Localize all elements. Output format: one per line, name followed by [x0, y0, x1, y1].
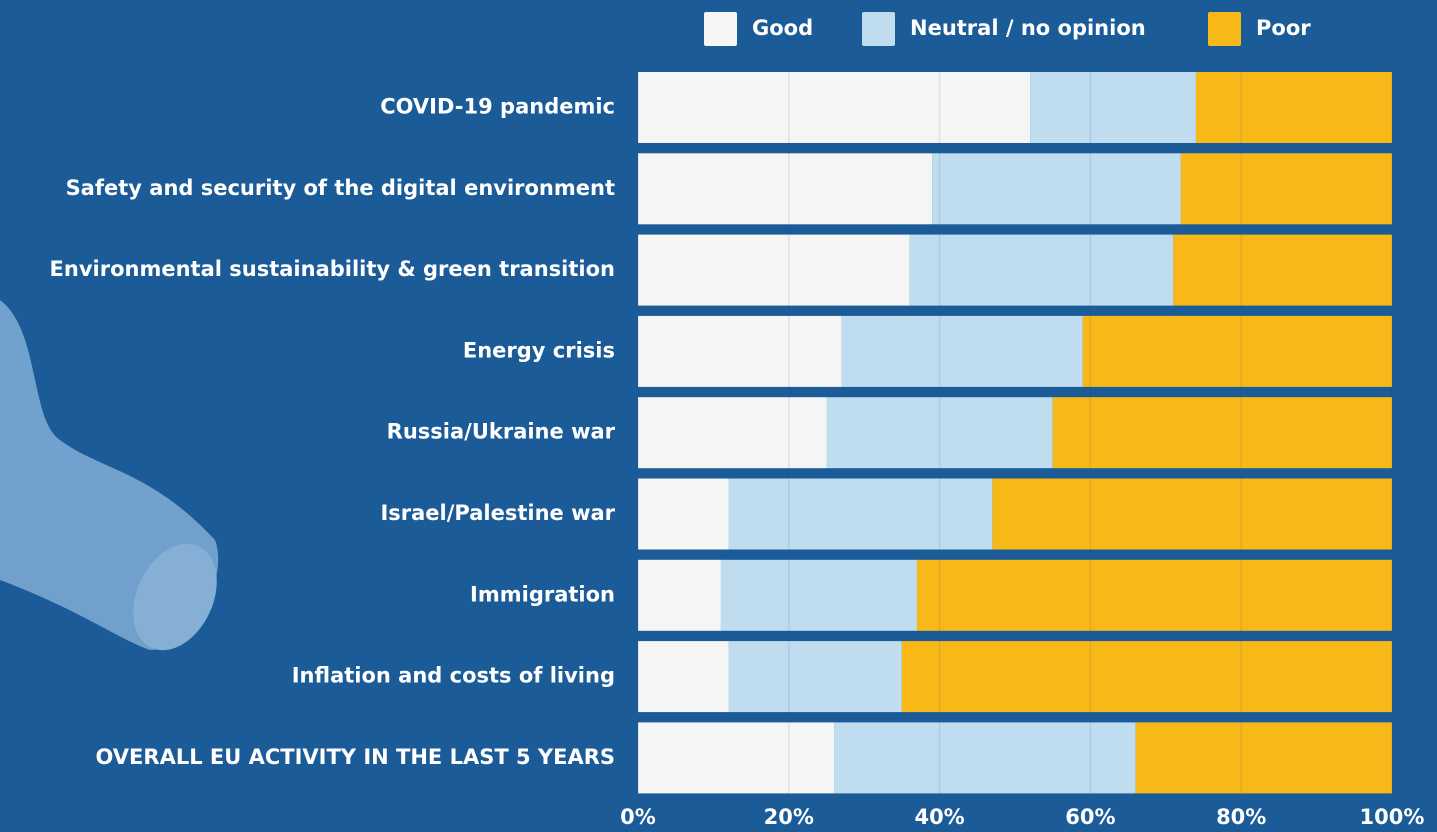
legend-label: Poor — [1256, 16, 1311, 40]
y-tick-label: Environmental sustainability & green tra… — [50, 257, 615, 281]
bar-segment — [728, 641, 902, 713]
bar-segment — [826, 397, 1053, 469]
bar-segment — [638, 559, 721, 631]
bar-segment — [841, 315, 1083, 387]
legend-label: Neutral / no opinion — [910, 16, 1146, 40]
bar-segment — [638, 478, 729, 550]
x-tick-label: 80% — [1216, 805, 1266, 829]
y-tick-label: COVID-19 pandemic — [380, 95, 615, 119]
bar-segment — [1052, 397, 1392, 469]
y-tick-label: OVERALL EU ACTIVITY IN THE LAST 5 YEARS — [96, 745, 615, 769]
bar-segment — [638, 234, 910, 306]
y-tick-label: Israel/Palestine war — [380, 501, 615, 525]
bar-segment — [728, 478, 993, 550]
bar-segment — [1173, 234, 1392, 306]
legend-swatch — [1208, 12, 1241, 46]
y-tick-label: Safety and security of the digital envir… — [66, 176, 615, 200]
x-tick-label: 0% — [620, 805, 656, 829]
bar-segment — [992, 478, 1392, 550]
bar-segment — [638, 315, 842, 387]
x-tick-label: 40% — [914, 805, 964, 829]
bar-segment — [638, 641, 729, 713]
legend-swatch — [862, 12, 895, 46]
decoration — [0, 300, 219, 651]
bar-segment — [901, 641, 1392, 713]
legend-label: Good — [752, 16, 813, 40]
bar-segment — [1180, 153, 1392, 225]
bar-segment — [932, 153, 1181, 225]
bar-segment — [1195, 72, 1392, 143]
legend-swatch — [704, 12, 737, 46]
y-tick-label: Immigration — [470, 582, 615, 606]
bar-segment — [834, 722, 1136, 794]
bar-segment — [638, 722, 835, 794]
x-tick-label: 60% — [1065, 805, 1115, 829]
bar-segment — [638, 153, 933, 225]
y-tick-label: Inflation and costs of living — [292, 664, 615, 688]
x-tick-label: 100% — [1360, 805, 1425, 829]
bar-segment — [1082, 315, 1392, 387]
bar-segment — [638, 397, 827, 469]
y-tick-label: Russia/Ukraine war — [387, 420, 616, 444]
x-tick-label: 20% — [764, 805, 814, 829]
bar-segment — [916, 559, 1392, 631]
y-tick-label: Energy crisis — [463, 338, 615, 362]
bar-segment — [638, 72, 1031, 143]
bar-segment — [1135, 722, 1392, 794]
bar-segment — [720, 559, 917, 631]
bar-segment — [1030, 72, 1196, 143]
bar-segment — [909, 234, 1174, 306]
